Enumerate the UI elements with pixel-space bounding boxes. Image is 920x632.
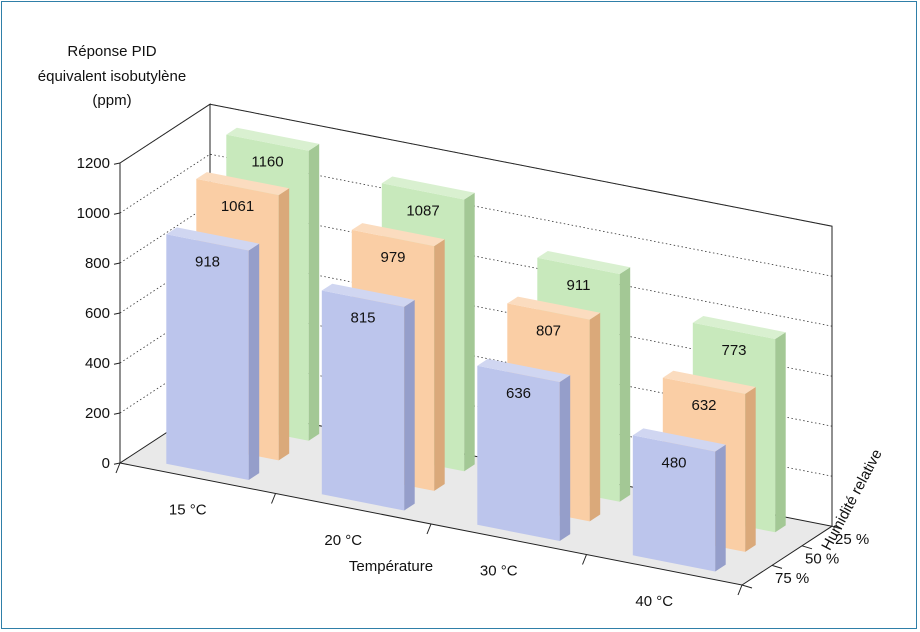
y-tick-label: 600: [85, 305, 110, 322]
bar-side-face: [775, 332, 786, 533]
bar-side-face: [308, 143, 320, 441]
z-tick-mark: [741, 584, 753, 589]
bar-front-face: [166, 234, 249, 480]
bar-side-face: [559, 375, 571, 541]
y-tick-mark: [113, 312, 121, 315]
bar-top-face: [692, 316, 786, 339]
bar-value-label: 911: [567, 277, 591, 294]
bar-front-face: [321, 290, 405, 511]
bar-top-face: [632, 428, 726, 452]
bar-value-label: 1061: [221, 198, 254, 215]
bar-side-face: [619, 267, 631, 502]
y-tick-mark: [113, 412, 121, 415]
bar-value-label: 815: [350, 310, 375, 327]
bar-top-face: [381, 176, 475, 200]
x-tick-mark: [582, 554, 587, 565]
bar-front-face: [632, 435, 716, 572]
y-tick-label: 0: [102, 455, 110, 472]
x-tick-mark: [115, 462, 121, 474]
bar-value-label: 1087: [406, 202, 439, 219]
x-tick-label: 40 °C: [635, 593, 673, 610]
bars: 1160 1087 911 773 1061 979 807 632 918 815 636 480: [166, 127, 786, 572]
bar-front-face: [477, 365, 560, 541]
axes: 0 200 400 600 800 1000 1200 15 °C 20 °C 30 °C 40 °…: [77, 155, 870, 610]
z-tick-mark: [771, 564, 783, 569]
y-axis-title-line1: Réponse PID: [67, 43, 156, 60]
y-tick-label: 200: [85, 405, 110, 422]
bar-top-face: [226, 127, 320, 151]
bar-top-face: [507, 296, 601, 320]
x-tick-label: 20 °C: [324, 532, 362, 549]
bar-side-face: [278, 188, 290, 461]
y-tick-label: 1200: [77, 155, 110, 172]
y-axis-title-line2: équivalent isobutylène: [38, 68, 186, 85]
x-tick-mark: [426, 523, 432, 535]
bar-value-label: 979: [380, 249, 405, 266]
bar-top-face: [662, 370, 756, 394]
y-tick-mark: [113, 212, 121, 215]
x-tick-mark: [271, 493, 276, 504]
bar-side-face: [715, 444, 726, 572]
x-tick-label: 30 °C: [480, 562, 518, 579]
bar-side-face: [589, 312, 601, 522]
y-tick-mark: [113, 362, 121, 365]
y-tick-mark: [113, 462, 121, 465]
z-tick-label: 75 %: [775, 570, 809, 587]
z-tick-label: 25 %: [835, 531, 869, 548]
bar: 918: [166, 227, 260, 480]
z-tick-label: 50 %: [805, 551, 839, 568]
bar-top-face: [166, 227, 260, 251]
bar-value-label: 918: [195, 253, 220, 270]
bar-top-face: [537, 251, 631, 274]
bar: 480: [632, 428, 726, 572]
bar-side-face: [745, 387, 756, 552]
bar-side-face: [404, 299, 415, 511]
y-tick-label: 400: [85, 355, 110, 372]
y-tick-label: 800: [85, 255, 110, 272]
y-tick-mark: [113, 262, 121, 265]
bar-side-face: [464, 192, 475, 472]
bar-value-label: 636: [506, 385, 531, 402]
y-tick-label: 1000: [77, 205, 110, 222]
bar-side-face: [248, 243, 260, 480]
bar-top-face: [321, 283, 415, 307]
bar-top-face: [351, 223, 445, 247]
bar-value-label: 807: [536, 323, 561, 340]
x-tick-mark: [737, 584, 743, 596]
bar: 636: [477, 358, 571, 541]
z-tick-mark: [801, 545, 813, 550]
y-tick-mark: [113, 162, 121, 165]
bar: 815: [321, 283, 415, 511]
y-axis-title-line3: (ppm): [92, 92, 131, 109]
bar-top-face: [196, 172, 290, 196]
bar-value-label: 773: [721, 342, 746, 359]
x-tick-label: 15 °C: [169, 501, 207, 518]
bar-value-label: 1160: [251, 154, 283, 171]
x-axis-title: Température: [349, 558, 433, 575]
bar-value-label: 480: [661, 454, 686, 471]
bar-value-label: 632: [691, 397, 716, 414]
bar-side-face: [434, 239, 445, 491]
bar-top-face: [477, 358, 571, 382]
z-tick-mark: [831, 525, 843, 530]
